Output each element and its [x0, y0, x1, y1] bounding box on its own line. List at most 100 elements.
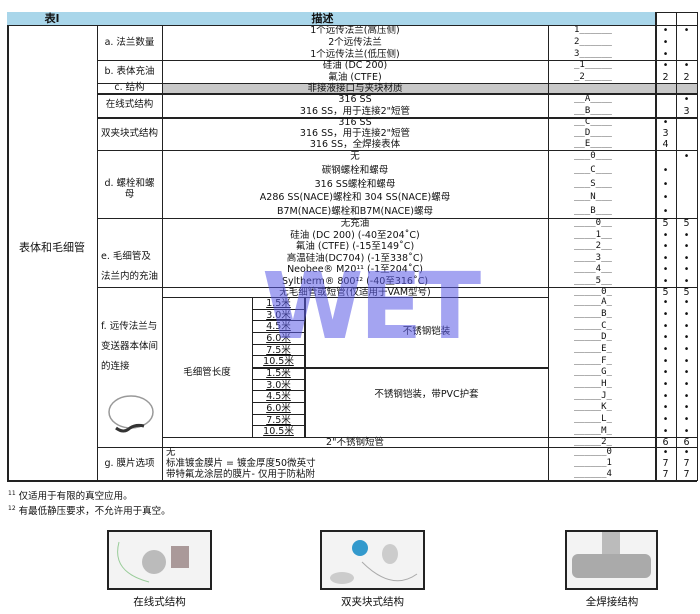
option-code: _____F_	[574, 355, 612, 366]
gray-row	[162, 83, 697, 93]
option-code: ______4	[574, 469, 612, 479]
header-code	[548, 12, 655, 25]
option-code: __D____	[574, 128, 612, 138]
availability-dot: •	[683, 425, 690, 437]
option-code: _____H_	[574, 379, 612, 390]
section-label-a: a. 法兰数量	[104, 36, 155, 48]
footnote-ref: 7	[683, 469, 690, 480]
availability-dot: •	[683, 264, 690, 276]
option-description: 硅油 (DC 200) (-40至204˚C)	[290, 229, 420, 241]
option-description: 高温硅油(DC704) (-1至338˚C)	[286, 252, 424, 264]
option-description: 316 SS，用于连接2"短管	[299, 128, 411, 139]
availability-dot: •	[683, 379, 690, 391]
availability-dot: •	[662, 241, 669, 253]
watermark: WET	[262, 253, 481, 360]
availability-dot: •	[662, 320, 669, 332]
section-label-g: g. 膜片选项	[104, 457, 155, 469]
caption-dual-clamp: 双夹块式结构	[341, 596, 404, 608]
option-code: __A____	[574, 93, 612, 104]
capillary-length-label: 毛细管长度	[183, 367, 231, 378]
option-description: B7M(NACE)螺栓和B7M(NACE)螺母	[277, 205, 433, 217]
divider	[676, 12, 677, 481]
option-code: _____D_	[574, 332, 612, 343]
footnote-ref: 7	[683, 458, 690, 469]
photo-inline-structure	[107, 530, 212, 590]
availability-dot: •	[683, 241, 690, 253]
caption-inline: 在线式结构	[133, 596, 186, 608]
divider	[162, 25, 163, 481]
section-label-dual: 双夹块式结构	[101, 127, 159, 139]
divider	[97, 447, 697, 448]
option-description: Syltherm® 800¹² (-40至316˚C)	[281, 275, 429, 287]
divider	[697, 12, 698, 481]
availability-dot: •	[662, 178, 669, 190]
footnote-ref: 5	[662, 286, 669, 298]
option-code: _____0_	[574, 286, 612, 297]
group-label: 表体和毛细管	[19, 241, 85, 254]
option-code: __B____	[574, 105, 612, 116]
option-description: 无	[350, 151, 360, 163]
option-code: _____E_	[574, 344, 612, 354]
section-label-e: e. 毛细管及法兰内的充油	[101, 250, 159, 282]
option-code: 3______	[574, 48, 612, 59]
capillary-length: 4.5米	[252, 390, 305, 402]
divider	[162, 297, 548, 298]
footnote-ref: 4	[662, 139, 669, 150]
availability-dot: •	[683, 93, 690, 105]
divider	[97, 117, 697, 119]
option-code: _____B_	[574, 309, 612, 319]
availability-dot: •	[683, 355, 690, 367]
availability-dot: •	[662, 192, 669, 204]
availability-dot: •	[662, 252, 669, 264]
availability-dot: •	[662, 37, 669, 48]
availability-dot: •	[662, 390, 669, 402]
divider	[7, 12, 9, 481]
availability-dot: •	[683, 309, 690, 320]
availability-dot: •	[683, 367, 690, 379]
divider	[162, 437, 697, 438]
option-code: _____J_	[574, 390, 612, 401]
availability-dot: •	[662, 25, 669, 37]
section-label-c: c. 结构	[114, 82, 145, 93]
option-code: _____2_	[574, 436, 612, 447]
divider	[7, 480, 697, 482]
option-code: _____M_	[574, 425, 612, 436]
availability-dot: •	[662, 402, 669, 414]
option-code: ______1	[574, 458, 612, 468]
footnote-ref: 2	[662, 71, 669, 83]
availability-dot: •	[662, 425, 669, 437]
divider	[97, 93, 697, 95]
footnote-ref: 5	[683, 286, 690, 298]
footnote-ref: 3	[683, 105, 690, 117]
header-description: 描述	[97, 12, 548, 25]
option-code: _____C_	[574, 320, 612, 331]
availability-dot: •	[662, 355, 669, 367]
availability-dot: •	[662, 447, 669, 458]
option-code: ____5__	[574, 275, 612, 286]
photo-dual-clamp-structure	[320, 530, 425, 590]
option-code: _2_____	[574, 71, 612, 82]
availability-dot: •	[683, 297, 690, 309]
footnote-ref: 2	[683, 71, 690, 83]
option-description: 无充油	[340, 218, 370, 230]
availability-dot: •	[662, 60, 669, 72]
option-description: 316 SS，用于连接2"短管	[299, 105, 411, 117]
option-code: _____A_	[574, 297, 612, 308]
availability-dot: •	[683, 402, 690, 414]
footnote-11: 11 仅适用于有限的真空应用。	[8, 490, 133, 503]
footnote-ref: 5	[662, 218, 669, 230]
option-code: ____0__	[574, 218, 612, 229]
divider	[252, 367, 548, 369]
option-description: Neobee® M20¹¹ (-1至204˚C)	[287, 264, 423, 276]
availability-dot: •	[662, 48, 669, 60]
option-description: 1个远传法兰(低压侧)	[310, 48, 400, 60]
availability-dot: •	[683, 447, 690, 458]
section-label-d: d. 螺栓和螺母	[104, 178, 155, 200]
option-description: 2个远传法兰	[328, 37, 382, 48]
option-description: 非接液接口与夹块材质	[307, 82, 403, 94]
option-description: 硅油 (DC 200)	[322, 60, 388, 72]
option-code: ___S___	[574, 178, 612, 189]
availability-dot: •	[662, 117, 669, 128]
option-description: 带特氟龙涂层的膜片- 仅用于防粘附	[166, 469, 315, 480]
divider	[97, 12, 98, 481]
